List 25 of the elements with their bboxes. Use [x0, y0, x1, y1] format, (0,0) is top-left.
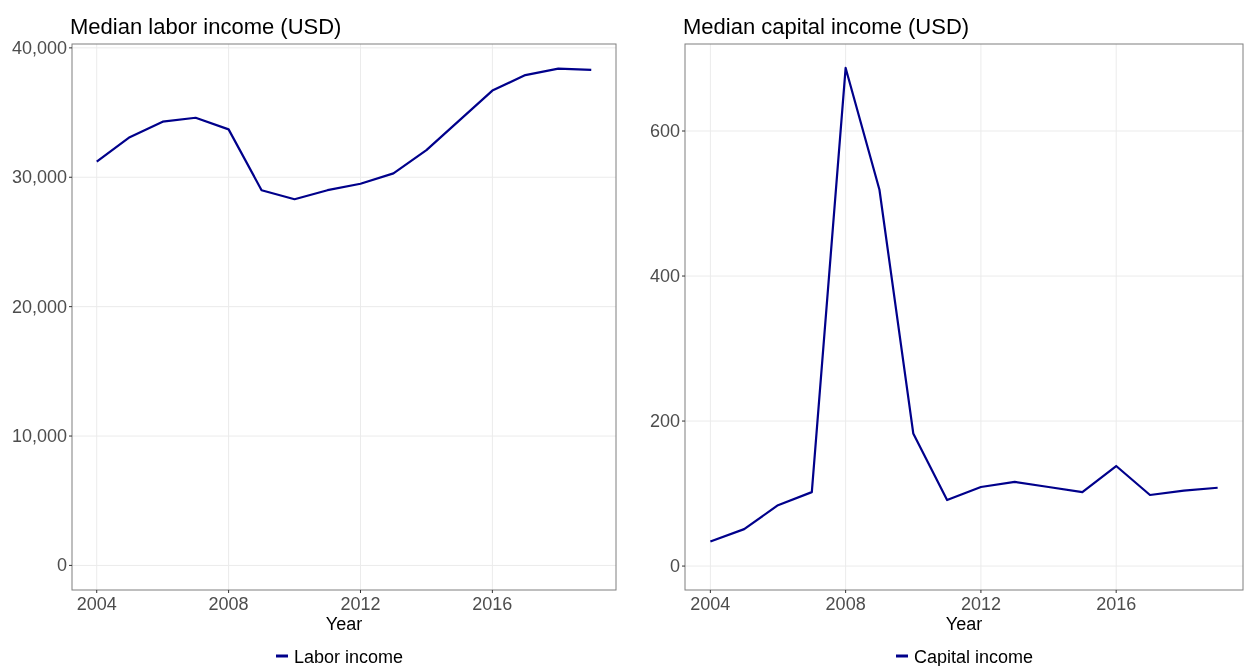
chart-title: Median labor income (USD) — [70, 14, 342, 39]
x-tick-label: 2016 — [1096, 594, 1137, 614]
x-tick-label: 2012 — [960, 594, 1001, 614]
line-series — [709, 66, 1219, 543]
y-tick-label: 600 — [649, 121, 680, 142]
x-tick-label: 2004 — [76, 594, 117, 614]
y-tick-label: 200 — [649, 411, 680, 432]
x-tick-label: 2016 — [472, 594, 513, 614]
y-tick-label: 20,000 — [11, 296, 67, 317]
y-tick-label: 40,000 — [11, 37, 67, 58]
y-tick-label: 0 — [56, 555, 67, 576]
legend-label: Labor income — [294, 647, 404, 666]
x-tick-label: 2008 — [825, 594, 866, 614]
y-tick-label: 400 — [649, 266, 680, 287]
x-tick-label: 2008 — [208, 594, 249, 614]
legend-label: Capital income — [914, 647, 1034, 666]
x-axis-title: Year — [325, 614, 363, 634]
x-tick-label: 2012 — [340, 594, 381, 614]
x-axis-title: Year — [945, 614, 983, 634]
y-tick-label: 10,000 — [11, 426, 67, 447]
y-tick-label: 0 — [669, 556, 680, 577]
line-series — [95, 67, 593, 201]
chart-title: Median capital income (USD) — [683, 14, 970, 39]
y-tick-label: 30,000 — [11, 167, 67, 188]
x-tick-label: 2004 — [690, 594, 731, 614]
